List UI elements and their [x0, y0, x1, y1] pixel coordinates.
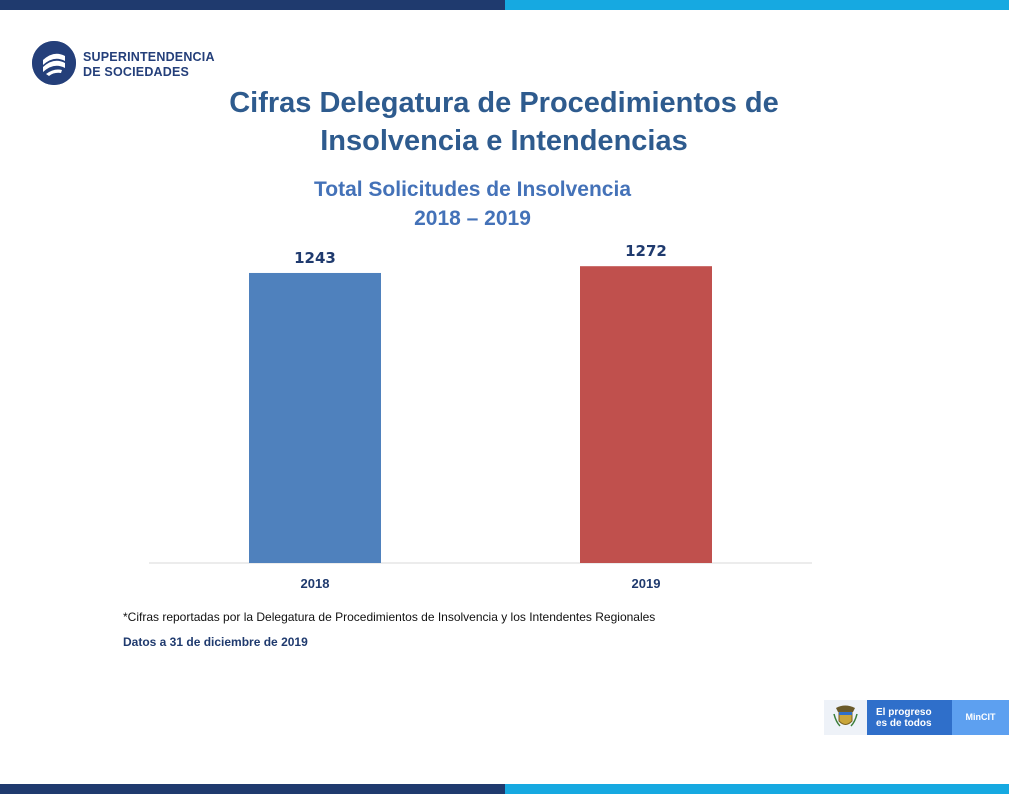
logo-line-1: SUPERINTENDENCIA [83, 50, 215, 64]
logo-line-2: DE SOCIEDADES [83, 65, 190, 79]
colombia-crest-icon [824, 700, 867, 735]
top-color-band [0, 0, 1009, 10]
x-tick-label-2018: 2018 [301, 576, 330, 591]
progress-slogan: El progreso es de todos [867, 700, 952, 735]
bar-chart: 1243 2018 1272 2019 [149, 242, 812, 591]
top-band-dark [0, 0, 505, 10]
slogan-line-1: El progreso [876, 707, 932, 718]
bottom-color-band [0, 784, 1009, 794]
data-label-2019: 1272 [625, 242, 667, 260]
logo-wordmark: SUPERINTENDENCIA DE SOCIEDADES [83, 50, 215, 80]
chart-title-block: Total Solicitudes de Insolvencia 2018 – … [200, 175, 745, 233]
data-date: Datos a 31 de diciembre de 2019 [123, 635, 308, 649]
slogan-line-2: es de todos [876, 718, 932, 729]
page-title-line-2: Insolvencia e Intendencias [320, 125, 688, 157]
footnote-text: *Cifras reportadas por la Delegatura de … [123, 610, 656, 624]
government-badge: El progreso es de todos MinCIT [824, 700, 1009, 735]
chart-subtitle: 2018 – 2019 [414, 207, 531, 230]
data-label-2018: 1243 [294, 249, 336, 267]
bar-2018 [249, 272, 381, 563]
bar-2019 [580, 266, 712, 563]
bottom-band-dark [0, 784, 505, 794]
chart-title: Total Solicitudes de Insolvencia [313, 178, 632, 201]
page-title-line-1: Cifras Delegatura de Procedimientos de [229, 87, 779, 119]
page-title: Cifras Delegatura de Procedimientos de I… [100, 84, 908, 160]
x-tick-label-2019: 2019 [632, 576, 661, 591]
top-band-light [505, 0, 1009, 10]
bottom-band-light [505, 784, 1009, 794]
supersociedades-logo: SUPERINTENDENCIA DE SOCIEDADES [32, 41, 232, 87]
ministry-label: MinCIT [952, 700, 1009, 735]
supersociedades-emblem-icon [32, 41, 76, 85]
